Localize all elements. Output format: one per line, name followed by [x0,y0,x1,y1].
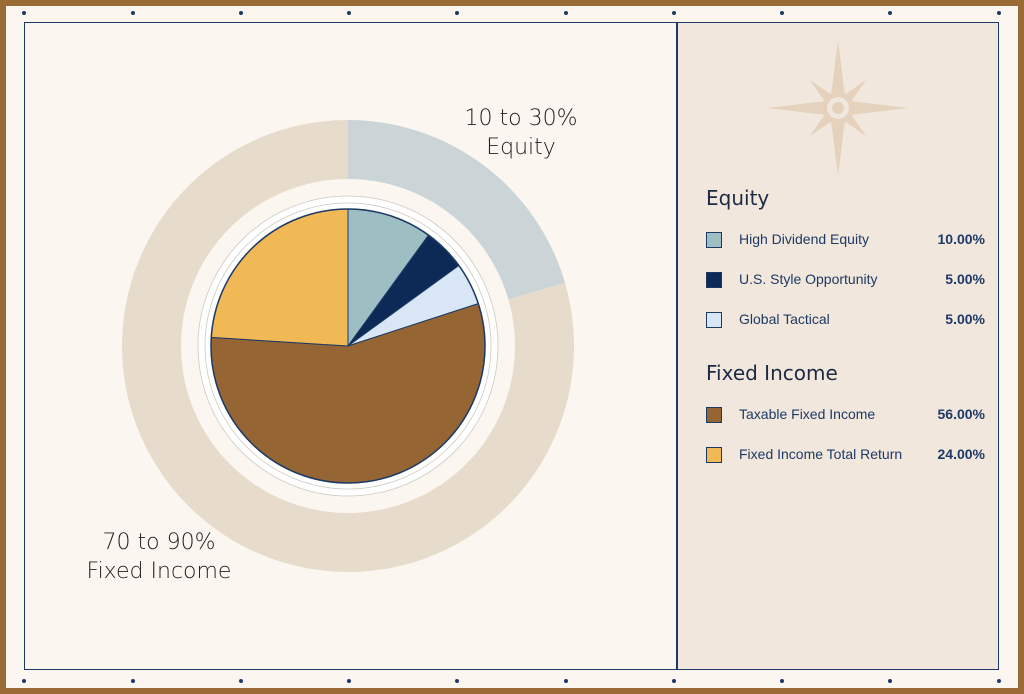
equity-range-label: 10 to 30% Equity [464,106,578,160]
legend-swatch [706,312,722,328]
legend-item-taxable-fixed-income: Taxable Fixed Income 56.00% [706,405,988,427]
legend-swatch [706,407,722,423]
legend-heading-fixed-income: Fixed Income [706,361,838,385]
pie-outline [210,208,486,484]
legend-swatch [706,232,722,248]
legend-swatch [706,272,722,288]
legend-item-value: 10.00% [937,231,985,247]
outer-range-ring [122,120,575,572]
panel-divider [676,22,678,670]
legend-item-us-style-opportunity: U.S. Style Opportunity 5.00% [706,270,988,292]
inner-ring-line-inner [204,202,492,490]
ring-segment-equity [348,120,566,300]
legend-item-global-tactical: Global Tactical 5.00% [706,310,988,332]
legend-item-label: U.S. Style Opportunity [739,271,878,287]
legend-swatch [706,447,722,463]
legend-item-label: Global Tactical [739,311,830,327]
legend-item-value: 5.00% [945,311,985,327]
legend-item-label: Taxable Fixed Income [739,406,876,422]
pie-slice-fixed-income-total-return [210,208,349,347]
legend-item-value: 5.00% [945,271,985,287]
fixed-income-range-label: 70 to 90% Fixed Income [86,530,232,584]
legend-item-value: 24.00% [937,446,985,462]
legend-item-label: High Dividend Equity [739,231,869,247]
legend-item-fixed-income-total-return: Fixed Income Total Return 24.00% [706,445,988,467]
legend-item-value: 56.00% [937,406,985,422]
inner-ring-line-outer [197,195,499,497]
legend-item-label: Fixed Income Total Return [739,446,903,462]
legend-heading-equity: Equity [706,186,770,210]
legend-item-high-dividend-equity: High Dividend Equity 10.00% [706,230,988,252]
compass-rose-icon [768,40,908,176]
allocation-pie [210,208,486,484]
